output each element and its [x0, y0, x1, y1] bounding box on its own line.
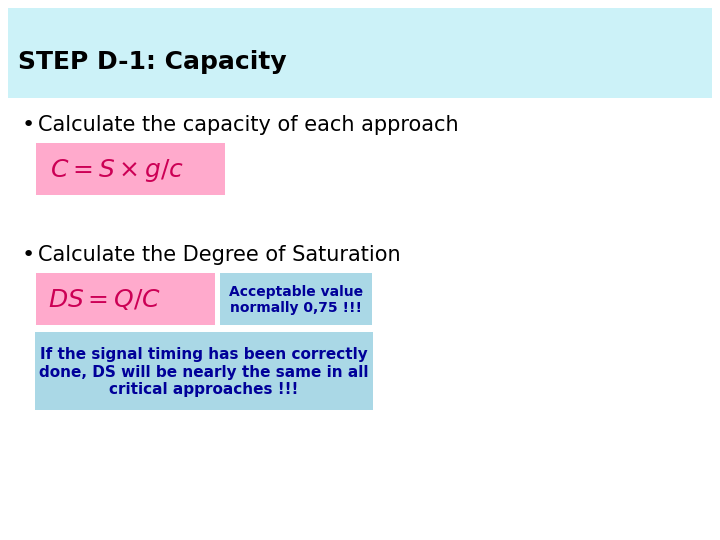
Text: If the signal timing has been correctly
done, DS will be nearly the same in all
: If the signal timing has been correctly … — [40, 347, 369, 397]
FancyBboxPatch shape — [220, 273, 372, 325]
Text: Acceptable value
normally 0,75 !!!: Acceptable value normally 0,75 !!! — [229, 285, 363, 315]
FancyBboxPatch shape — [36, 273, 215, 325]
Text: Calculate the Degree of Saturation: Calculate the Degree of Saturation — [38, 245, 400, 265]
Text: Calculate the capacity of each approach: Calculate the capacity of each approach — [38, 115, 459, 135]
Text: •: • — [22, 245, 35, 265]
Text: $C = S \times g / c$: $C = S \times g / c$ — [50, 157, 184, 184]
FancyBboxPatch shape — [35, 332, 373, 410]
Text: STEP D-1: Capacity: STEP D-1: Capacity — [18, 50, 287, 74]
FancyBboxPatch shape — [8, 8, 712, 98]
FancyBboxPatch shape — [36, 143, 225, 195]
Text: $DS = Q / C$: $DS = Q / C$ — [48, 287, 161, 313]
Text: •: • — [22, 115, 35, 135]
